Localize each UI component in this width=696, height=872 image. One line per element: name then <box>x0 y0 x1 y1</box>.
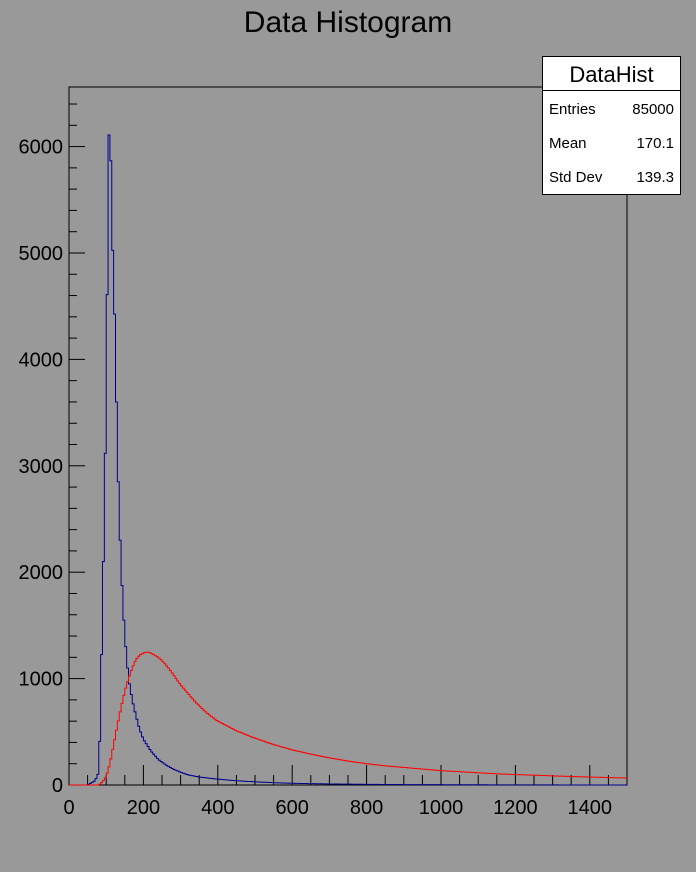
x-tick-label: 0 <box>63 797 74 819</box>
mean-value: 170.1 <box>636 135 674 152</box>
y-tick-label: 0 <box>52 775 63 797</box>
y-axis: 0 1000 2000 3000 4000 5000 6000 <box>19 103 85 797</box>
entries-label: Entries <box>549 101 596 118</box>
x-tick-label: 1400 <box>568 797 613 819</box>
stddev-label: Std Dev <box>549 169 603 186</box>
x-tick-label: 1200 <box>493 797 538 819</box>
y-tick-label: 2000 <box>19 562 64 584</box>
x-tick-label: 200 <box>127 797 160 819</box>
stats-title: DataHist <box>543 57 680 91</box>
stddev-value: 139.3 <box>636 169 674 186</box>
y-tick-label: 5000 <box>19 243 64 265</box>
stats-box: DataHist Entries 85000 Mean 170.1 Std De… <box>542 56 681 195</box>
x-tick-label: 800 <box>350 797 383 819</box>
mean-label: Mean <box>549 135 587 152</box>
chart-title: Data Histogram <box>243 6 453 39</box>
stats-row-stddev: Std Dev 139.3 <box>549 169 674 186</box>
x-tick-label: 1000 <box>419 797 464 819</box>
y-tick-label: 1000 <box>19 669 64 691</box>
stats-row-entries: Entries 85000 <box>549 101 674 118</box>
entries-value: 85000 <box>632 101 674 118</box>
series-line <box>69 134 627 786</box>
series-layer <box>69 134 627 786</box>
series-line <box>69 651 627 786</box>
y-tick-label: 4000 <box>19 349 64 371</box>
x-axis: 0 200 400 600 800 1000 1200 1400 <box>63 765 612 819</box>
x-tick-label: 600 <box>276 797 309 819</box>
y-tick-label: 3000 <box>19 456 64 478</box>
x-tick-label: 400 <box>201 797 234 819</box>
y-tick-label: 6000 <box>19 137 64 159</box>
stats-row-mean: Mean 170.1 <box>549 135 674 152</box>
